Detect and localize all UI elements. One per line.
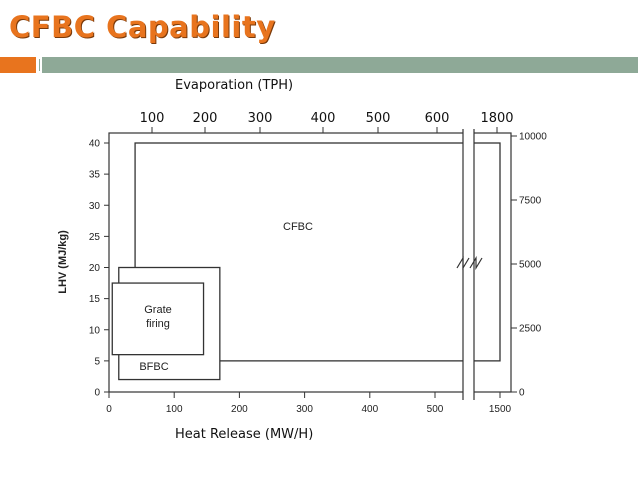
- y-tick-label: 35: [89, 170, 101, 181]
- y-tick-label: 10: [89, 325, 101, 336]
- plot-frame: [108, 132, 512, 393]
- y-tick-label: 15: [89, 294, 101, 305]
- right-tick-label: 5000: [519, 260, 542, 271]
- right-tick-label: 10000: [519, 132, 547, 143]
- x-tick-label: 0: [106, 404, 112, 415]
- heat-release-axis-title: Heat Release (MW/H): [175, 427, 314, 442]
- x-tick-label: 1500: [489, 404, 512, 415]
- axis-break-zigzag: [456, 255, 470, 271]
- top-tick-label: 200: [193, 111, 218, 126]
- x-tick-label: 200: [231, 404, 248, 415]
- grate-firing-label: Grate: [144, 304, 172, 316]
- x-tick-label: 300: [296, 404, 313, 415]
- evaporation-axis-title: Evaporation (TPH): [175, 78, 294, 93]
- axis-break-zigzag: [469, 255, 483, 271]
- grate-firing-label: firing: [146, 318, 170, 330]
- slide-title: CFBC Capability: [9, 10, 276, 44]
- top-tick-label: 300: [248, 111, 273, 126]
- right-tick-label: 2500: [519, 324, 542, 335]
- bfbc-label: BFBC: [139, 361, 168, 373]
- top-tick-label: 400: [311, 111, 336, 126]
- cfbc-label: CFBC: [283, 221, 313, 233]
- axis-break-band: [463, 131, 474, 404]
- title-rule-green: [42, 57, 638, 73]
- y-tick-label: 40: [89, 139, 101, 150]
- y-tick-label: 30: [89, 201, 101, 212]
- top-tick-label: 1800: [480, 111, 513, 126]
- title-rule-orange: [0, 57, 36, 73]
- y-tick-label: 5: [94, 356, 100, 367]
- y-tick-label: 20: [89, 263, 101, 274]
- x-tick-label: 400: [361, 404, 378, 415]
- top-tick-label: 600: [425, 111, 450, 126]
- right-tick-label: 0: [519, 388, 525, 399]
- title-rule-tick: [39, 59, 40, 71]
- x-tick-label: 100: [166, 404, 183, 415]
- y-tick-label: 25: [89, 232, 101, 243]
- y-tick-label: 0: [94, 388, 100, 399]
- top-tick-label: 500: [366, 111, 391, 126]
- right-tick-label: 7500: [519, 196, 542, 207]
- x-tick-label: 500: [427, 404, 444, 415]
- y-axis-label: LHV (MJ/kg): [57, 230, 69, 294]
- grate-firing-region: [111, 282, 205, 356]
- top-tick-label: 100: [140, 111, 165, 126]
